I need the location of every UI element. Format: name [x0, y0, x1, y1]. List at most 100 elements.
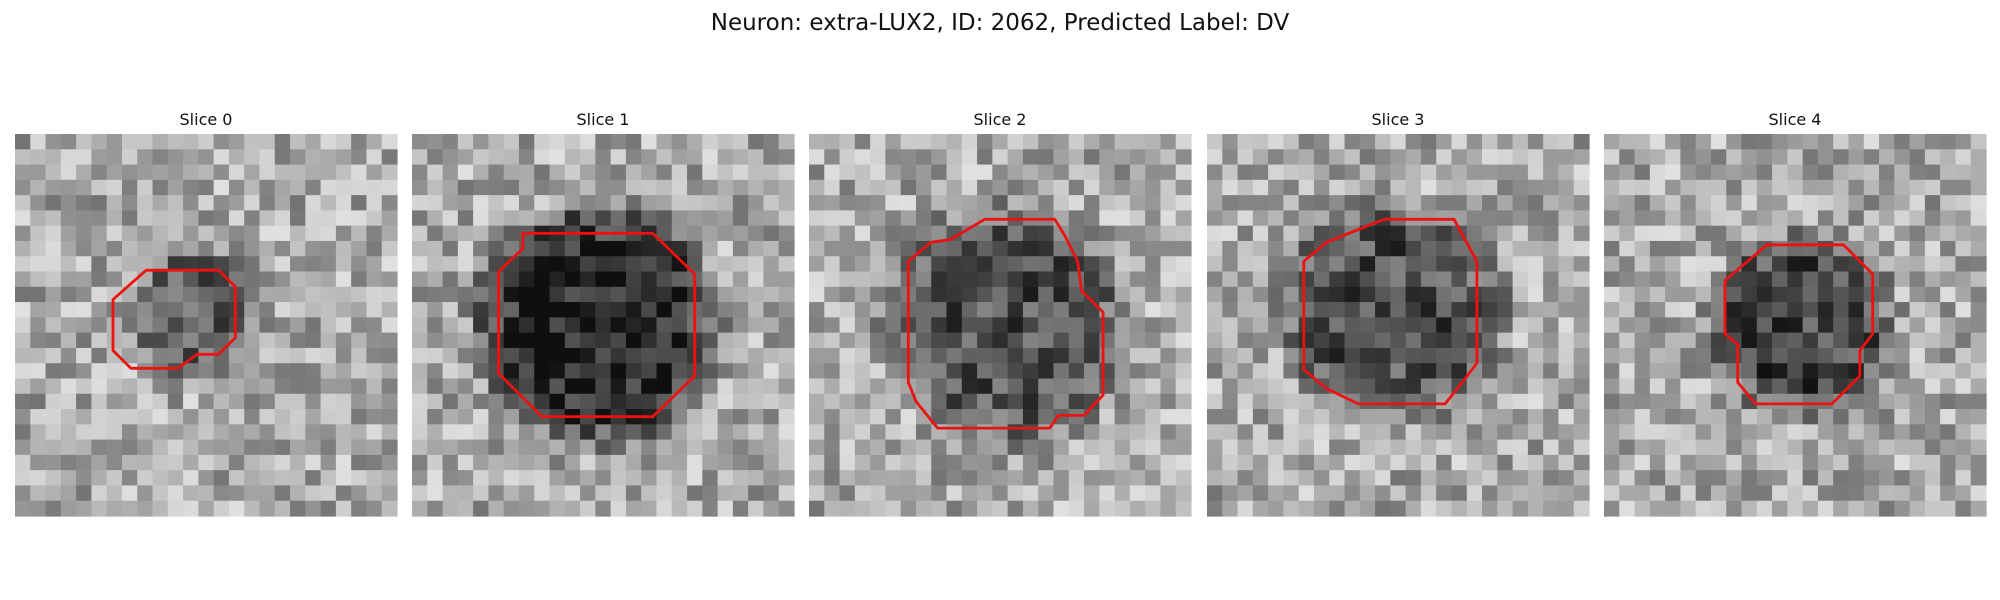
- pixel: [1222, 134, 1239, 150]
- contour: [497, 231, 697, 419]
- pixel: [717, 149, 734, 166]
- pixel: [320, 256, 337, 273]
- pixel: [1909, 500, 1926, 517]
- pixel: [1772, 302, 1788, 318]
- pixel: [1527, 225, 1544, 242]
- pixel: [1207, 179, 1223, 196]
- pixel: [30, 470, 47, 487]
- pixel: [1970, 286, 1987, 303]
- pixel: [1405, 164, 1422, 181]
- pixel: [152, 286, 169, 303]
- pixel: [1909, 424, 1926, 441]
- pixel: [1436, 485, 1453, 502]
- pixel: [931, 195, 948, 211]
- pixel: [1252, 332, 1269, 349]
- pixel: [839, 134, 856, 150]
- pixel: [381, 210, 398, 227]
- pixel: [1068, 454, 1085, 471]
- pixel: [732, 454, 749, 471]
- pixel: [457, 470, 474, 487]
- pixel: [1283, 409, 1300, 425]
- pixel: [1114, 134, 1131, 150]
- pixel: [1466, 195, 1483, 211]
- pixel: [1573, 286, 1590, 303]
- pixel: [45, 240, 62, 257]
- pixel: [625, 317, 642, 334]
- pixel: [305, 317, 322, 334]
- pixel: [625, 470, 642, 487]
- pixel: [213, 149, 230, 166]
- pixel: [1022, 347, 1039, 364]
- pixel: [198, 195, 215, 211]
- pixel: [1497, 347, 1514, 364]
- pixel: [854, 347, 871, 364]
- pixel: [320, 225, 337, 242]
- pixel: [1726, 485, 1743, 502]
- pixel: [931, 317, 948, 334]
- pixel: [1405, 271, 1422, 288]
- pixel: [1802, 134, 1819, 150]
- pixel: [351, 164, 368, 181]
- pixel: [259, 210, 276, 227]
- pixel: [1817, 393, 1834, 410]
- pixel: [1756, 210, 1773, 227]
- pixel: [1099, 179, 1116, 196]
- pixel: [1252, 347, 1269, 364]
- pixel: [946, 225, 963, 242]
- pixel: [1207, 363, 1223, 380]
- pixel: [503, 225, 520, 242]
- pixel: [121, 485, 138, 502]
- pixel: [427, 286, 444, 303]
- pixel: [320, 485, 337, 502]
- pixel: [198, 424, 215, 441]
- pixel: [152, 454, 169, 471]
- pixel: [60, 271, 77, 288]
- pixel: [259, 424, 276, 441]
- pixel: [1619, 164, 1636, 181]
- pixel: [1022, 225, 1039, 242]
- pixel: [961, 149, 978, 166]
- pixel: [854, 179, 871, 196]
- pixel: [76, 179, 92, 196]
- pixel: [717, 225, 734, 242]
- pixel: [1527, 134, 1544, 150]
- pixel: [1497, 256, 1514, 273]
- pixel: [366, 271, 383, 288]
- pixel: [198, 393, 215, 410]
- pixel: [1344, 286, 1361, 303]
- pixel: [351, 286, 368, 303]
- pixel: [412, 195, 428, 211]
- pixel: [1894, 240, 1911, 257]
- pixel: [1726, 424, 1743, 441]
- pixel: [30, 210, 47, 227]
- pixel: [1909, 134, 1926, 150]
- pixel: [381, 240, 398, 257]
- pixel: [290, 149, 306, 166]
- pixel: [60, 500, 77, 517]
- pixel: [1222, 210, 1239, 227]
- pixel: [45, 393, 62, 410]
- pixel: [305, 332, 322, 349]
- pixel: [1665, 470, 1681, 487]
- pixel: [1863, 439, 1880, 456]
- pixel: [656, 409, 673, 425]
- pixel: [320, 409, 337, 425]
- pixel: [1573, 240, 1590, 257]
- pixel: [1451, 454, 1468, 471]
- pixel: [870, 210, 886, 227]
- pixel: [1436, 240, 1453, 257]
- pixel: [839, 149, 856, 166]
- pixel: [1879, 195, 1895, 211]
- pixel: [305, 454, 322, 471]
- pixel: [518, 134, 535, 150]
- pixel: [702, 195, 719, 211]
- pixel: [717, 134, 734, 150]
- pixel: [1160, 134, 1177, 150]
- pixel: [1772, 424, 1788, 441]
- pixel: [534, 393, 551, 410]
- pixel: [213, 240, 230, 257]
- pixel: [1710, 164, 1727, 181]
- pixel: [1619, 470, 1636, 487]
- pixel: [1114, 470, 1131, 487]
- pixel: [1543, 210, 1560, 227]
